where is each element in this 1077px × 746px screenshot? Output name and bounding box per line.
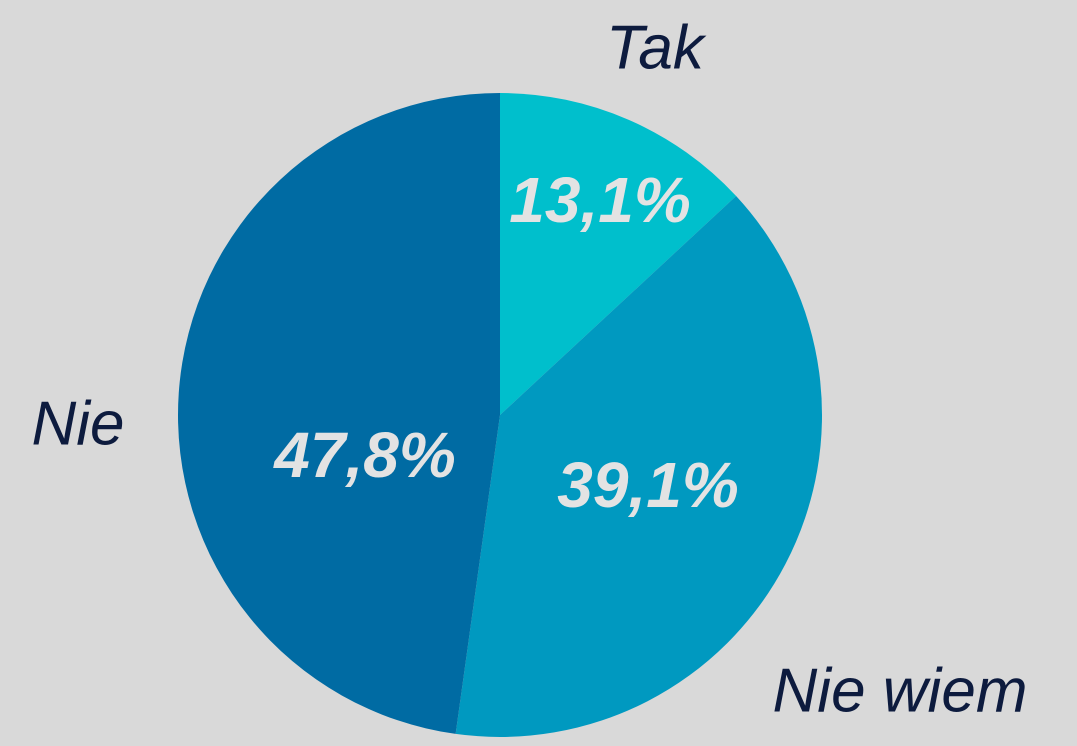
pie-slice [455,196,823,738]
value-label: 39,1% [557,449,738,521]
category-label: Nie [31,389,124,458]
pie-slice [500,93,737,415]
pie-slice [177,93,501,734]
value-label: 47,8% [272,419,455,491]
category-label: Tak [606,13,707,82]
value-label: 13,1% [509,164,690,236]
category-label: Nie wiem [773,656,1028,725]
